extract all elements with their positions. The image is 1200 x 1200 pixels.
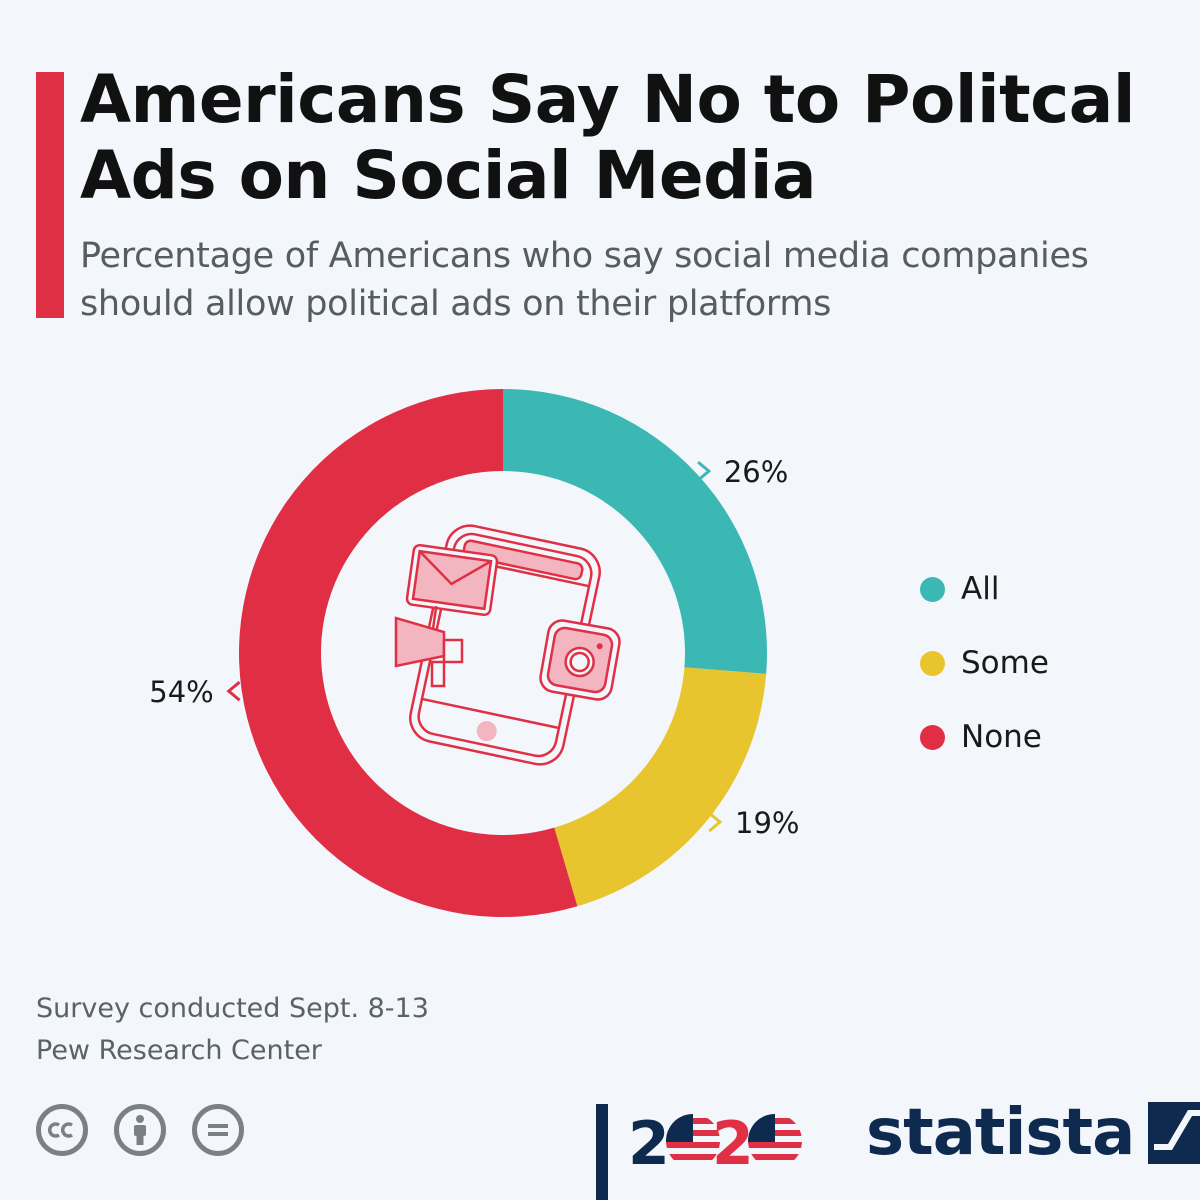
data-label-none: 54% [149, 675, 213, 709]
legend-label: All [961, 571, 1000, 607]
license-icons [36, 1104, 270, 1156]
chart-title: Americans Say No to Politcal Ads on Soci… [80, 61, 1135, 214]
statista-mark-icon [1148, 1102, 1200, 1164]
legend-swatch [920, 650, 945, 676]
legend-label: None [961, 719, 1042, 755]
footnote: Survey conducted Sept. 8-13 Pew Research… [36, 988, 429, 1072]
legend-item-none: None [920, 700, 1049, 774]
logo-bar [596, 1104, 608, 1200]
data-label-all: 26% [724, 455, 788, 489]
donut-slice-all [503, 389, 767, 674]
statista-wordmark: statista [866, 1096, 1135, 1170]
legend-label: Some [961, 645, 1049, 681]
attribution-icon[interactable] [114, 1104, 166, 1156]
legend: All Some None [920, 552, 1049, 774]
donut-slice-some [554, 667, 767, 907]
smartphone-social-icon [394, 524, 621, 766]
election-2020-logo: 2 2 [596, 1104, 802, 1200]
callout-marker [697, 461, 712, 482]
flag-zero-icon [666, 1114, 720, 1168]
legend-item-some: Some [920, 626, 1049, 700]
legend-swatch [920, 576, 945, 602]
title-accent-bar [36, 72, 64, 318]
source-note: Pew Research Center [36, 1035, 322, 1066]
donut-slice-none [239, 389, 578, 917]
logo-digit: 2 [712, 1109, 754, 1179]
statista-logo[interactable]: statista [866, 1098, 1200, 1168]
cc-icon[interactable] [36, 1104, 88, 1156]
callout-marker [708, 811, 723, 833]
legend-item-all: All [920, 552, 1049, 626]
logo-digit: 2 [628, 1109, 670, 1179]
data-label-some: 19% [735, 806, 799, 840]
flag-zero-icon [748, 1114, 802, 1168]
chart-subtitle: Percentage of Americans who say social m… [80, 236, 1089, 324]
legend-swatch [920, 724, 945, 750]
callout-marker [226, 680, 241, 702]
no-derivatives-icon[interactable] [192, 1104, 244, 1156]
survey-note: Survey conducted Sept. 8-13 [36, 993, 429, 1024]
